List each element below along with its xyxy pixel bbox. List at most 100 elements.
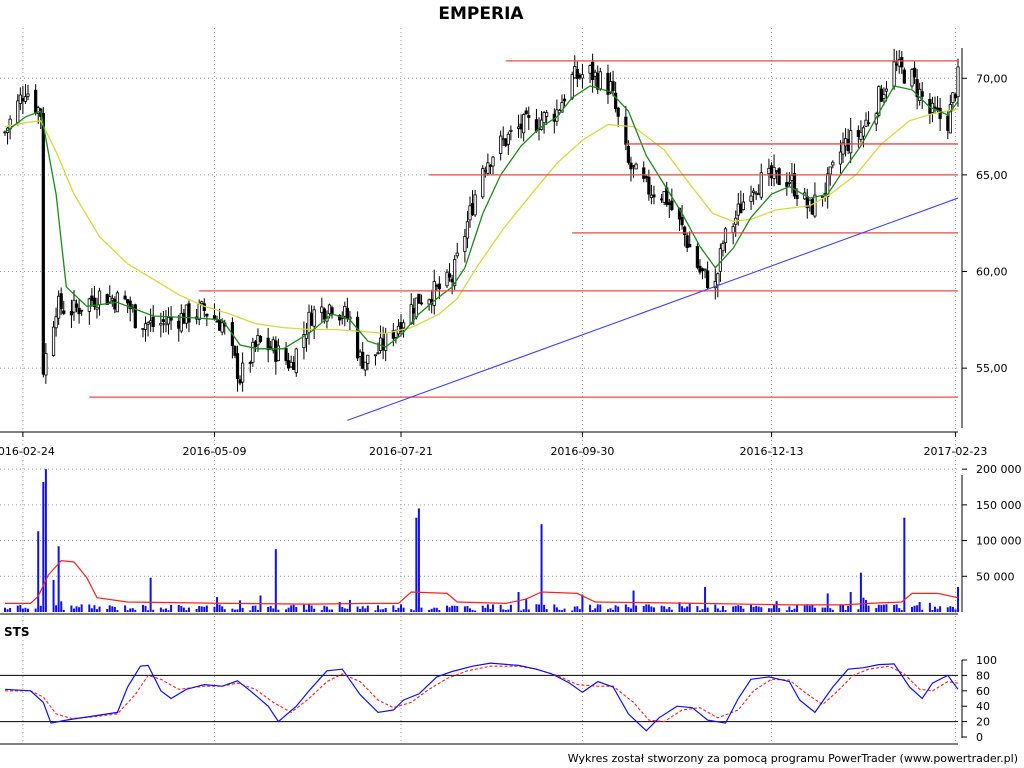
price-candle (774, 170, 779, 173)
price-candle (233, 345, 237, 356)
volume-bar (198, 606, 201, 612)
volume-bar (663, 606, 666, 612)
volume-bar (813, 607, 816, 612)
volume-bar (216, 597, 219, 612)
price-candle (912, 67, 917, 78)
price-candle (884, 88, 889, 92)
price-candle (483, 169, 487, 172)
x-tick-label: 2016-05-09 (183, 445, 247, 458)
price-candle (882, 94, 886, 99)
volume-bar (706, 607, 709, 612)
volume-bar (918, 602, 921, 612)
volume-bar (205, 605, 208, 612)
volume-bar (826, 593, 829, 612)
price-candle (731, 226, 735, 233)
volume-bar (129, 608, 132, 612)
volume-bar (435, 607, 438, 612)
price-candle (450, 278, 454, 283)
price-candle (501, 138, 505, 141)
price-candle (545, 112, 549, 117)
price-candle (470, 203, 475, 215)
volume-bar (893, 604, 896, 612)
price-candle (718, 248, 722, 272)
price-candle (933, 106, 937, 109)
volume-bar (453, 605, 456, 612)
volume-bar (52, 579, 55, 612)
price-y-tick-label: 55,00 (976, 362, 1008, 375)
price-candle (598, 71, 602, 90)
volume-bar (773, 604, 776, 612)
volume-bar (811, 605, 814, 612)
price-candle (322, 308, 326, 320)
volume-bar (898, 608, 901, 612)
x-tick-label: 2017-02-23 (923, 445, 987, 458)
volume-bar (392, 605, 395, 612)
price-candle (629, 162, 633, 170)
price-candle (649, 194, 654, 199)
price-candle (769, 165, 774, 179)
volume-bar (203, 606, 206, 612)
price-candle (861, 127, 866, 137)
price-candle (573, 66, 577, 79)
volume-bar (627, 607, 630, 612)
volume-bar (364, 608, 367, 612)
volume-bar (847, 605, 850, 612)
price-candle (509, 129, 513, 132)
price-candle (21, 98, 25, 102)
volume-bar (670, 609, 673, 612)
price-candle (143, 323, 148, 330)
price-candle (527, 115, 531, 118)
volume-bar (721, 605, 724, 612)
volume-bar (714, 604, 717, 612)
price-candle (69, 310, 74, 316)
volume-bar (292, 604, 295, 612)
x-tick-label: 2016-12-13 (740, 445, 804, 458)
price-candle (843, 138, 848, 147)
volume-bar (842, 605, 845, 612)
volume-bar (652, 607, 655, 612)
volume-bar (660, 605, 663, 612)
price-candle (177, 320, 181, 329)
volume-bar (857, 609, 860, 612)
volume-y-tick-label: 100 000 (976, 535, 1022, 548)
price-candle (864, 119, 868, 127)
volume-bar (466, 605, 469, 612)
volume-bar (543, 604, 546, 612)
price-candle (596, 73, 600, 90)
volume-bar (507, 609, 510, 612)
volume-bar (576, 606, 579, 612)
volume-bar (348, 599, 351, 612)
volume-bar (433, 607, 436, 612)
price-candle (948, 104, 952, 134)
price-candle (287, 360, 291, 369)
price-candle (384, 332, 388, 351)
price-candle (700, 268, 705, 272)
price-candle (826, 173, 830, 197)
price-candle (534, 119, 539, 132)
volume-bar (21, 608, 24, 612)
volume-bar (895, 604, 898, 612)
price-candle (251, 341, 255, 363)
price-candle (187, 303, 191, 323)
price-candle (920, 91, 924, 97)
volume-bar (412, 610, 415, 612)
volume-bar (757, 606, 760, 612)
volume-bar (484, 607, 487, 612)
volume-bar (346, 608, 349, 612)
price-candle (164, 322, 168, 326)
price-candle (378, 337, 383, 351)
volume-bar (885, 604, 888, 612)
volume-bar (152, 609, 155, 612)
volume-bar (606, 609, 609, 612)
price-candle (238, 379, 242, 384)
price-candle (491, 156, 495, 167)
volume-bar (481, 605, 484, 612)
volume-bar (737, 605, 740, 612)
price-candle (414, 297, 418, 318)
volume-bar (939, 606, 942, 612)
price-candle (866, 122, 871, 125)
volume-bar (402, 607, 405, 612)
volume-bar (88, 604, 91, 612)
volume-bar (535, 604, 538, 612)
volume-bar (111, 606, 114, 612)
